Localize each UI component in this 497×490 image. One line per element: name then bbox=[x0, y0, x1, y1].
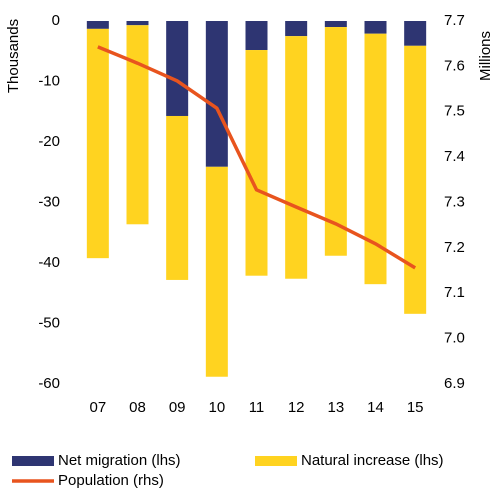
y2-tick-label: 7.3 bbox=[444, 193, 465, 210]
legend-label: Population (rhs) bbox=[58, 472, 164, 489]
bar bbox=[126, 25, 149, 225]
x-tick-label: 10 bbox=[208, 399, 225, 416]
bar bbox=[285, 21, 308, 37]
x-tick-label: 07 bbox=[89, 399, 106, 416]
bar bbox=[364, 33, 387, 285]
bar bbox=[404, 45, 427, 314]
x-tick-label: 09 bbox=[169, 399, 186, 416]
y-tick-label: -30 bbox=[38, 193, 60, 210]
y2-tick-label: 7.2 bbox=[444, 239, 465, 256]
y2-tick-label: 6.9 bbox=[444, 375, 465, 392]
bar bbox=[404, 21, 427, 46]
bar bbox=[205, 166, 228, 377]
y-tick-label: -20 bbox=[38, 133, 60, 150]
bar bbox=[245, 50, 268, 276]
bar bbox=[324, 27, 347, 256]
y2-tick-label: 7.1 bbox=[444, 284, 465, 301]
y2-tick-label: 7.6 bbox=[444, 57, 465, 74]
y-tick-label: 0 bbox=[52, 12, 60, 29]
x-tick-label: 08 bbox=[129, 399, 146, 416]
x-tick-label: 12 bbox=[288, 399, 305, 416]
line bbox=[97, 45, 417, 270]
bar bbox=[324, 21, 347, 28]
legend-swatch bbox=[12, 456, 54, 466]
bar bbox=[205, 21, 228, 167]
legend-label: Natural increase (lhs) bbox=[301, 452, 444, 469]
y-tick-label: -10 bbox=[38, 72, 60, 89]
bar bbox=[245, 21, 268, 51]
bar bbox=[126, 21, 149, 26]
y-axis-title: Thousands bbox=[5, 19, 22, 93]
x-tick-label: 13 bbox=[327, 399, 344, 416]
legend-label: Net migration (lhs) bbox=[58, 452, 181, 469]
legend-swatch bbox=[255, 456, 297, 466]
y2-axis-title: Millions bbox=[477, 31, 494, 81]
x-tick-label: 15 bbox=[407, 399, 424, 416]
y-tick-label: -40 bbox=[38, 254, 60, 271]
y2-tick-label: 7.4 bbox=[444, 148, 465, 165]
y2-tick-label: 7.0 bbox=[444, 330, 465, 347]
x-tick-label: 14 bbox=[367, 399, 384, 416]
y-tick-label: -60 bbox=[38, 375, 60, 392]
bar bbox=[166, 21, 189, 116]
y-tick-label: -50 bbox=[38, 314, 60, 331]
x-tick-label: 11 bbox=[249, 399, 265, 416]
bar bbox=[86, 21, 109, 29]
bar bbox=[86, 28, 109, 259]
bar bbox=[285, 36, 308, 279]
bar bbox=[166, 115, 189, 280]
y2-tick-label: 7.7 bbox=[444, 12, 465, 29]
bar bbox=[364, 21, 387, 34]
y2-tick-label: 7.5 bbox=[444, 103, 465, 120]
